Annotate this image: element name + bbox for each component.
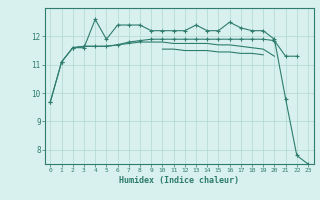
X-axis label: Humidex (Indice chaleur): Humidex (Indice chaleur) xyxy=(119,176,239,185)
